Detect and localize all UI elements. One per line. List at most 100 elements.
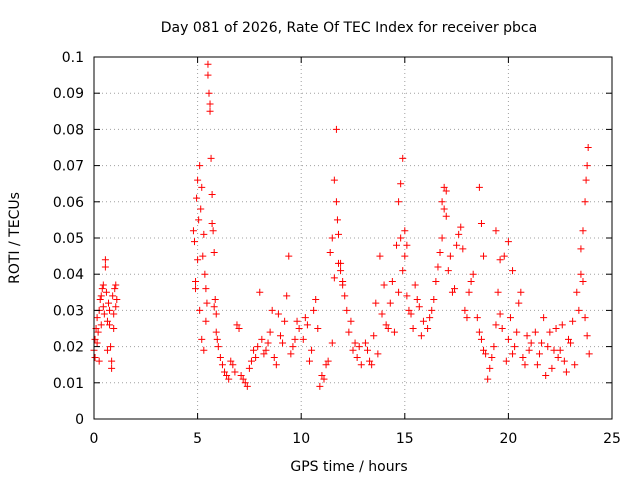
data-point [204,60,212,68]
chart-title: Day 081 of 2026, Rate Of TEC Index for r… [161,20,537,36]
data-point [579,227,587,235]
data-point [328,234,336,242]
data-point [237,372,245,380]
data-point [552,325,560,332]
data-point [233,321,241,329]
data-point [399,267,407,275]
data-point [316,382,324,390]
data-point [213,335,221,343]
data-point [473,314,481,322]
data-point [199,252,207,260]
data-point [243,382,251,390]
data-point [401,227,409,235]
data-point [211,296,219,304]
data-point [208,191,216,199]
data-point [111,285,119,293]
data-point [93,314,101,322]
data-point [97,321,105,329]
data-point [401,252,409,260]
x-tick-label: 0 [90,431,99,447]
data-point [397,234,405,242]
data-point [453,241,461,249]
data-point [198,183,206,191]
data-point [107,343,115,351]
data-point [110,325,118,332]
data-point [303,321,311,329]
data-point [94,328,102,336]
data-point [490,343,498,351]
data-point [457,223,465,231]
data-point [196,162,204,170]
y-tick-label: 0.01 [53,376,84,392]
data-point [579,277,587,285]
y-tick-label: 0.07 [53,159,84,175]
data-point [312,296,320,304]
data-point [281,317,289,325]
data-point [382,321,390,329]
data-point [337,259,345,267]
y-tick-label: 0.1 [62,50,84,66]
data-point [193,194,201,202]
data-point [293,317,301,325]
data-point [459,245,467,253]
data-point [546,328,554,336]
data-point [411,281,419,289]
data-point [554,353,562,361]
data-point [440,205,448,213]
data-point [196,306,204,314]
data-point [218,361,226,369]
data-point [527,339,535,347]
data-point [347,317,355,325]
data-points [90,60,593,390]
data-point [250,346,258,354]
data-point [434,263,442,271]
data-point [276,332,284,340]
data-point [100,310,108,318]
data-point [415,303,423,311]
data-point [480,252,488,260]
data-point [535,350,543,358]
data-point [289,343,297,351]
data-point [581,314,589,322]
data-point [91,335,99,343]
data-point [504,238,512,246]
data-point [426,314,434,322]
data-point [295,325,303,332]
data-point [451,285,459,293]
data-point [108,357,116,365]
data-point [93,339,101,347]
data-point [231,368,239,376]
data-point [330,274,338,282]
data-point [361,339,369,347]
data-point [584,144,592,151]
data-point [341,292,349,300]
data-point [357,361,365,369]
data-point [326,248,334,256]
data-point [333,216,341,224]
data-point [366,357,374,365]
axis-ticks: 0 0.01 0.02 0.03 0.04 0.05 0.06 0.07 0.08 0.09 0.1… [53,50,621,447]
data-point [475,183,483,191]
data-point [270,353,278,361]
data-point [105,299,113,307]
data-point [533,361,541,369]
data-point [509,267,517,275]
data-point [95,357,103,365]
data-point [395,198,403,206]
data-point [542,372,550,380]
data-point [477,220,485,228]
x-tick-label: 10 [292,431,310,447]
data-point [91,353,99,361]
data-point [403,241,411,249]
data-point [417,332,425,340]
data-point [192,285,200,293]
data-point [386,299,394,307]
data-point [428,306,436,314]
data-point [214,343,222,351]
data-point [564,335,572,343]
data-point [318,372,326,380]
data-point [245,364,253,372]
y-tick-label: 0.09 [53,86,84,102]
data-point [477,335,485,343]
